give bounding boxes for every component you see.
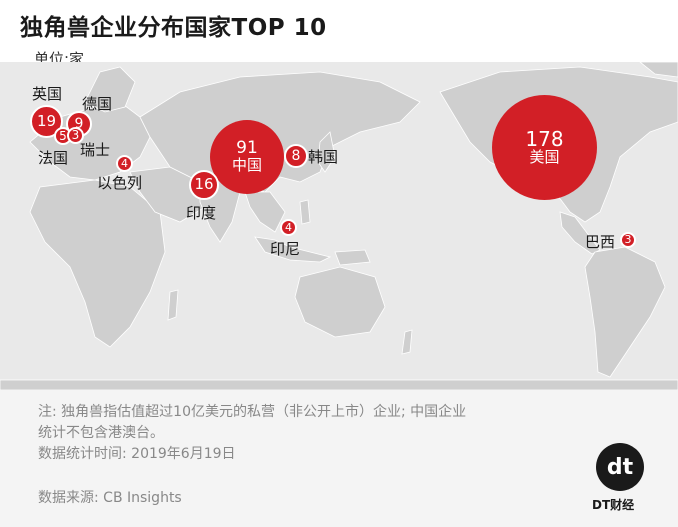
land-philippines — [299, 199, 311, 225]
label-korea: 韩国 — [308, 148, 339, 166]
label-uk: 英国 — [32, 85, 63, 103]
usa-label: 美国 — [529, 148, 560, 167]
bubble-usa: 178 美国 — [492, 95, 597, 200]
brand-logo-icon: dt — [596, 443, 644, 491]
footer-panel — [0, 390, 678, 527]
land-greenland — [639, 62, 678, 78]
brand-name: DT财经 — [592, 498, 635, 512]
chart-title: 独角兽企业分布国家TOP 10 — [20, 15, 327, 41]
brazil-value: 3 — [624, 233, 632, 247]
bubble-korea: 8 — [284, 144, 308, 168]
germany-value: 9 — [74, 115, 84, 132]
switzerland-value: 3 — [71, 128, 80, 143]
brand-mark: dt — [606, 454, 634, 480]
china-label: 中国 — [231, 156, 262, 175]
china-value: 91 — [236, 138, 258, 159]
israel-value: 4 — [121, 156, 128, 170]
land-africa — [29, 179, 166, 348]
notes: 注: 独角兽指估值超过10亿美元的私营（非公开上市）企业; 中国企业 统计不包含… — [38, 402, 598, 465]
uk-value: 19 — [36, 111, 57, 130]
land-scandinavia — [84, 66, 136, 113]
usa-value: 178 — [525, 127, 564, 152]
note-line-1: 注: 独角兽指估值超过10亿美元的私营（非公开上市）企业; 中国企业 — [38, 404, 467, 420]
bubble-switzerland: 3 — [67, 127, 84, 144]
bubble-brazil: 3 — [620, 232, 636, 248]
label-indonesia: 印尼 — [270, 240, 301, 258]
land-south-america — [584, 246, 666, 378]
korea-value: 8 — [291, 147, 301, 164]
bubble-china: 91 中国 — [210, 120, 284, 194]
note-line-2: 统计不包含港澳台。 — [38, 425, 164, 441]
label-israel: 以色列 — [97, 174, 143, 192]
land-new-guinea — [334, 249, 371, 266]
label-switzerland: 瑞士 — [80, 141, 111, 159]
land-japan — [317, 131, 336, 173]
data-source: 数据来源: CB Insights — [38, 490, 182, 506]
land-new-zealand — [401, 329, 413, 355]
bubble-israel: 4 — [116, 155, 133, 172]
land-australia — [294, 266, 386, 338]
france-value: 5 — [59, 128, 67, 143]
land-antarctica — [0, 379, 678, 390]
bubble-india: 16 — [189, 170, 219, 200]
bubble-indonesia: 4 — [280, 219, 297, 236]
india-value: 16 — [194, 175, 214, 194]
label-germany: 德国 — [82, 95, 113, 113]
note-line-3: 数据统计时间: 2019年6月19日 — [38, 446, 236, 462]
land-indonesia — [254, 236, 332, 263]
land-se-asia — [244, 191, 286, 233]
land-madagascar — [167, 289, 179, 321]
label-brazil: 巴西 — [585, 233, 616, 251]
indonesia-value: 4 — [285, 220, 292, 234]
label-france: 法国 — [38, 149, 69, 167]
label-india: 印度 — [186, 204, 217, 222]
